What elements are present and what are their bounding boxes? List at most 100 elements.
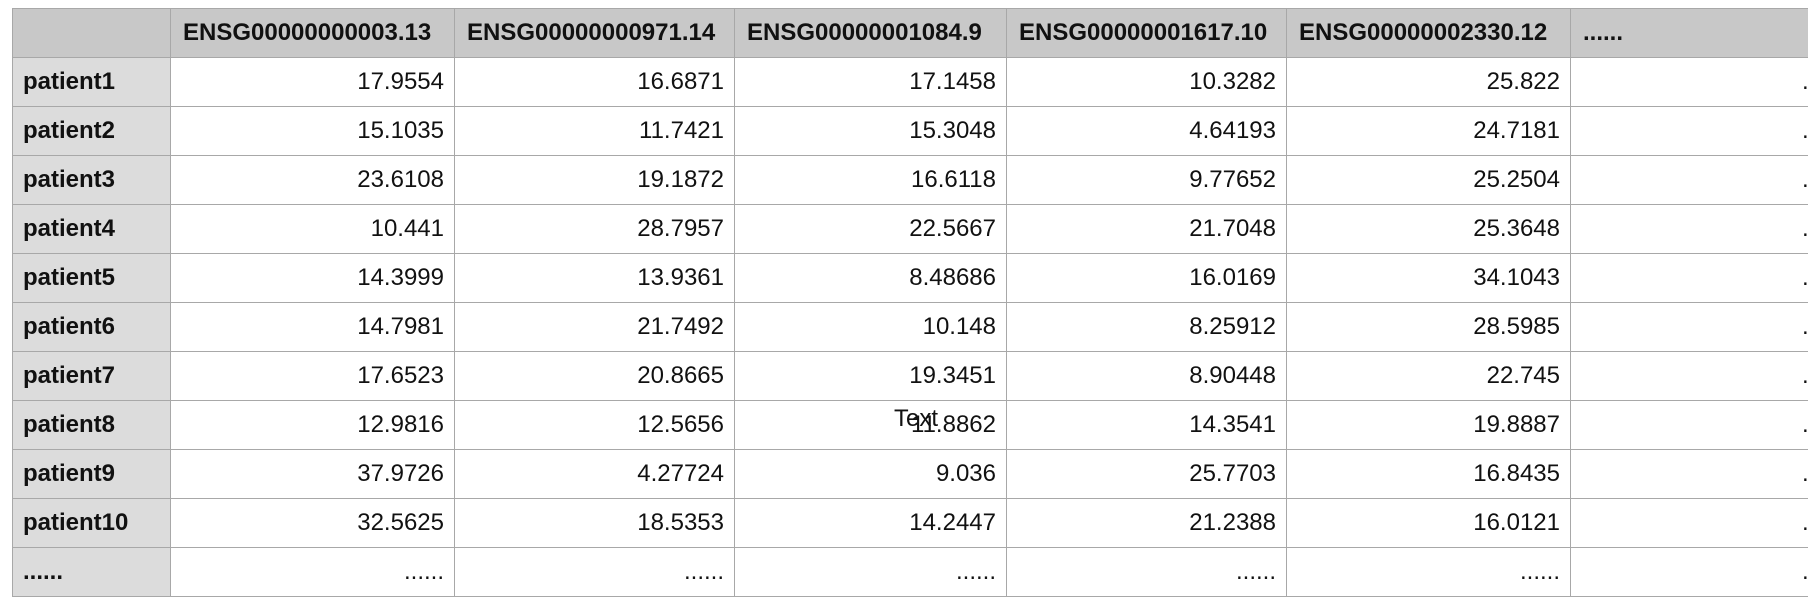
table-row: patient6 14.7981 21.7492 10.148 8.25912 28.59… xyxy=(12,302,1808,352)
table-cell[interactable]: 17.9554 xyxy=(170,57,455,107)
table-cell[interactable]: 22.745 xyxy=(1286,351,1571,401)
table-cell[interactable]: ...... xyxy=(170,547,455,597)
table-cell[interactable]: 25.3648 xyxy=(1286,204,1571,254)
table-cell[interactable]: ...... xyxy=(1286,547,1571,597)
table-cell[interactable]: ...... xyxy=(1570,253,1808,303)
row-header[interactable]: patient2 xyxy=(12,106,171,156)
table-cell[interactable]: 19.8887 xyxy=(1286,400,1571,450)
table-cell[interactable]: ...... xyxy=(1570,204,1808,254)
table-cell[interactable]: 28.5985 xyxy=(1286,302,1571,352)
table-cell[interactable]: ...... xyxy=(1570,547,1808,597)
table-cell[interactable]: 21.7492 xyxy=(454,302,735,352)
table-row: patient3 23.6108 19.1872 16.6118 9.77652 25.2… xyxy=(12,155,1808,205)
table-cell[interactable]: 11.8862 xyxy=(734,400,1007,450)
table-cell[interactable]: 9.77652 xyxy=(1006,155,1287,205)
table-cell[interactable]: ...... xyxy=(454,547,735,597)
table-cell[interactable]: ...... xyxy=(1570,106,1808,156)
table-cell[interactable]: ...... xyxy=(1570,302,1808,352)
table-cell[interactable]: 15.3048 xyxy=(734,106,1007,156)
table-cell[interactable]: ...... xyxy=(1570,498,1808,548)
table-row: ........................................… xyxy=(12,547,1808,597)
table-cell[interactable]: 16.0121 xyxy=(1286,498,1571,548)
table-cell[interactable]: 34.1043 xyxy=(1286,253,1571,303)
table-cell[interactable]: 16.6118 xyxy=(734,155,1007,205)
table-cell[interactable]: 10.3282 xyxy=(1006,57,1287,107)
column-header[interactable]: ENSG00000000971.14 xyxy=(454,8,735,58)
table-cell[interactable]: 14.3541 xyxy=(1006,400,1287,450)
table-row: patient7 17.6523 20.8665 19.3451 8.90448 22.7… xyxy=(12,351,1808,401)
table-cell[interactable]: 12.5656 xyxy=(454,400,735,450)
header-row: ENSG00000000003.13 ENSG00000000971.14 EN… xyxy=(12,8,1808,58)
text-box[interactable]: Text xyxy=(894,405,939,432)
table-cell[interactable]: 18.5353 xyxy=(454,498,735,548)
table-cell[interactable]: 23.6108 xyxy=(170,155,455,205)
table-row: patient1 17.9554 16.6871 17.1458 10.3282 25.8… xyxy=(12,57,1808,107)
table-row: patient10 32.5625 18.5353 14.2447 21.2388 16.… xyxy=(12,498,1808,548)
table-cell[interactable]: 8.25912 xyxy=(1006,302,1287,352)
table-cell[interactable]: 20.8665 xyxy=(454,351,735,401)
table-cell[interactable]: 32.5625 xyxy=(170,498,455,548)
table-cell[interactable]: 10.148 xyxy=(734,302,1007,352)
table-cell[interactable]: 25.2504 xyxy=(1286,155,1571,205)
table-cell[interactable]: 15.1035 xyxy=(170,106,455,156)
table-cell[interactable]: 8.90448 xyxy=(1006,351,1287,401)
table-body: patient1 17.9554 16.6871 17.1458 10.3282 25.8… xyxy=(12,57,1808,597)
column-header[interactable]: ENSG00000001617.10 xyxy=(1006,8,1287,58)
table-cell[interactable]: 14.2447 xyxy=(734,498,1007,548)
table-cell[interactable]: 25.822 xyxy=(1286,57,1571,107)
table-cell[interactable]: 21.7048 xyxy=(1006,204,1287,254)
table-cell[interactable]: 4.64193 xyxy=(1006,106,1287,156)
table-cell[interactable]: 22.5667 xyxy=(734,204,1007,254)
row-header[interactable]: patient7 xyxy=(12,351,171,401)
row-header[interactable]: patient8 xyxy=(12,400,171,450)
table-cell[interactable]: ...... xyxy=(1570,400,1808,450)
table-cell[interactable]: 37.9726 xyxy=(170,449,455,499)
table-cell[interactable]: ...... xyxy=(1570,351,1808,401)
table-cell[interactable]: 14.3999 xyxy=(170,253,455,303)
row-header[interactable]: patient10 xyxy=(12,498,171,548)
expression-table: ENSG00000000003.13 ENSG00000000971.14 EN… xyxy=(12,8,1808,597)
column-header[interactable]: ENSG00000002330.12 xyxy=(1286,8,1571,58)
table-cell[interactable]: 17.6523 xyxy=(170,351,455,401)
table-cell[interactable]: 21.2388 xyxy=(1006,498,1287,548)
row-header[interactable]: patient4 xyxy=(12,204,171,254)
table-cell[interactable]: 16.0169 xyxy=(1006,253,1287,303)
table-cell[interactable]: 9.036 xyxy=(734,449,1007,499)
table-cell[interactable]: 16.6871 xyxy=(454,57,735,107)
row-header[interactable]: patient9 xyxy=(12,449,171,499)
table-cell[interactable]: 28.7957 xyxy=(454,204,735,254)
table-cell[interactable]: 17.1458 xyxy=(734,57,1007,107)
table-cell[interactable]: 11.7421 xyxy=(454,106,735,156)
row-header[interactable]: patient5 xyxy=(12,253,171,303)
corner-cell[interactable] xyxy=(12,8,171,58)
table-cell[interactable]: ...... xyxy=(1006,547,1287,597)
table-cell[interactable]: ...... xyxy=(1570,155,1808,205)
column-header[interactable]: ...... xyxy=(1570,8,1808,58)
table-row: patient4 10.441 28.7957 22.5667 21.7048 25.36… xyxy=(12,204,1808,254)
table-cell[interactable]: ...... xyxy=(734,547,1007,597)
table-cell[interactable]: 10.441 xyxy=(170,204,455,254)
column-header[interactable]: ENSG00000001084.9 xyxy=(734,8,1007,58)
table-cell[interactable]: 25.7703 xyxy=(1006,449,1287,499)
table-cell[interactable]: 16.8435 xyxy=(1286,449,1571,499)
table-cell[interactable]: 12.9816 xyxy=(170,400,455,450)
table-cell[interactable]: 14.7981 xyxy=(170,302,455,352)
table-cell[interactable]: ...... xyxy=(1570,449,1808,499)
table-cell[interactable]: 8.48686 xyxy=(734,253,1007,303)
row-header[interactable]: patient3 xyxy=(12,155,171,205)
table-cell[interactable]: 24.7181 xyxy=(1286,106,1571,156)
table-row: patient9 37.9726 4.27724 9.036 25.7703 16.843… xyxy=(12,449,1808,499)
table-row: patient8 12.9816 12.5656 11.8862 14.3541 19.8… xyxy=(12,400,1808,450)
table-cell[interactable]: ...... xyxy=(1570,57,1808,107)
row-header[interactable]: patient1 xyxy=(12,57,171,107)
table-row: patient5 14.3999 13.9361 8.48686 16.0169 34.1… xyxy=(12,253,1808,303)
table-cell[interactable]: 4.27724 xyxy=(454,449,735,499)
table-row: patient2 15.1035 11.7421 15.3048 4.64193 24.7… xyxy=(12,106,1808,156)
table-cell[interactable]: 13.9361 xyxy=(454,253,735,303)
row-header[interactable]: ...... xyxy=(12,547,171,597)
table-cell[interactable]: 19.1872 xyxy=(454,155,735,205)
column-header[interactable]: ENSG00000000003.13 xyxy=(170,8,455,58)
table-cell[interactable]: 19.3451 xyxy=(734,351,1007,401)
row-header[interactable]: patient6 xyxy=(12,302,171,352)
